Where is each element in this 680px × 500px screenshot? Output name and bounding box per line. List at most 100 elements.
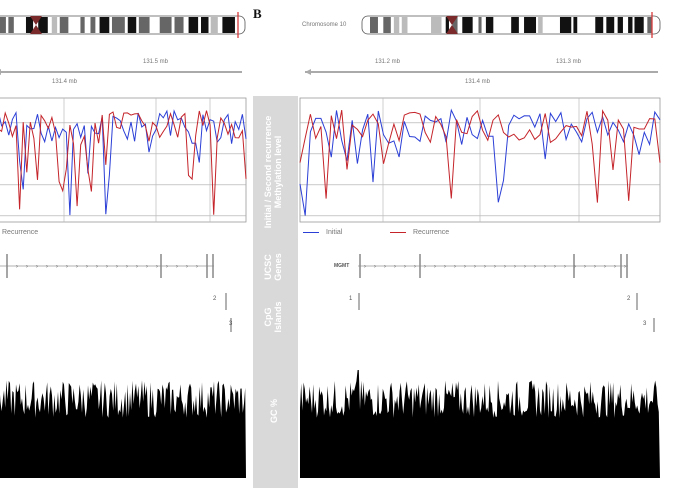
chromosome-right-band [431,17,442,33]
chromosome-left-band [17,17,22,33]
cpg-label-3: 3 [643,321,647,327]
legend-initial: Initial [326,229,343,236]
gene-left-chevron: › [156,264,158,270]
gene-left-chevron: › [36,264,38,270]
chromosome-right-band [499,17,507,33]
gene-left-chevron: › [46,264,48,270]
cpg-label-1: 1 [349,296,353,302]
gene-right-chevron: › [514,264,516,270]
chromosome-right-band [634,17,644,33]
gene-left-chevron: › [76,264,78,270]
gene-right-chevron: › [594,264,596,270]
scale-right-bottom: 131.4 mb [465,79,491,85]
gene-left-chevron: › [16,264,18,270]
gene-right-chevron: › [614,264,616,270]
chromosome-left-band [25,17,34,33]
chromosome-right-band [628,17,633,33]
gene-right-chevron: › [464,264,466,270]
chromosome-right-band [383,17,391,33]
gene-right-chevron: › [364,264,366,270]
chromosome-left-band [159,17,172,33]
cpg-label-2: 2 [627,296,631,302]
gene-right-chevron: › [384,264,386,270]
gene-right-chevron: › [534,264,536,270]
chromosome-right-band [573,17,578,33]
gene-left-chevron: › [146,264,148,270]
gene-right-chevron: › [494,264,496,270]
gc-histogram-left [0,380,246,478]
gc-histogram-right [300,370,660,478]
gene-left-chevron: › [26,264,28,270]
chromosome-right-band [393,17,400,33]
scale-left-top: 131.5 mb [143,59,169,65]
chromosome-left-band [59,17,69,33]
gene-left-chevron: › [196,264,198,270]
chromosome-right-band [412,17,426,33]
gene-left-chevron: › [116,264,118,270]
chromosome-label: Chromosome 10 [302,22,347,28]
chromosome-right-band [485,17,494,33]
gene-left-chevron: › [96,264,98,270]
legend-recurrence: Recurrence [413,229,450,236]
chromosome-right-band [462,17,473,33]
chromosome-left-band [8,17,14,33]
gene-right-chevron: › [474,264,476,270]
gene-right-chevron: › [544,264,546,270]
chromosome-left-band [200,17,209,33]
chromosome-right-band [452,17,458,33]
gene-left-chevron: › [166,264,168,270]
scale-right-a: 131.2 mb [375,59,401,65]
chromosome-right-band [538,17,543,33]
gene-left-chevron: › [136,264,138,270]
gene-left-chevron: › [56,264,58,270]
chromosome-left-band [111,17,125,33]
chromosome-left-band [127,17,137,33]
legend-left-recurrence: Recurrence [2,229,39,236]
scale-left-bottom: 131.4 mb [52,79,78,85]
gene-left-chevron: › [66,264,68,270]
track-label-column [253,96,298,488]
chromosome-right-band [606,17,615,33]
gene-left-chevron: › [126,264,128,270]
chromosome-right-band [617,17,623,33]
methylation-left-recurrence-line [0,110,247,215]
gene-left-chevron: › [176,264,178,270]
cpg-left-label-3: 3 [229,321,233,327]
gene-name: MGMT [334,263,350,269]
chromosome-left-band [222,17,235,33]
chromosome-right-band [524,17,537,33]
gene-right-chevron: › [404,264,406,270]
scale-right-b: 131.3 mb [556,59,582,65]
gene-right-chevron: › [434,264,436,270]
gene-right-chevron: › [454,264,456,270]
chromosome-left-band [51,17,58,33]
chromosome-right-band [478,17,482,33]
gene-right-chevron: › [574,264,576,270]
methylation-right-initial-line [299,108,661,216]
gene-right-chevron: › [554,264,556,270]
gene-left-chevron: › [106,264,108,270]
scale-bar-right-head [305,69,311,75]
legend-initial-swatch [303,232,319,233]
chromosome-left-band [174,17,184,33]
methylation-right-recurrence-line [299,109,661,203]
chromosome-left-band [152,17,157,33]
gene-right-chevron: › [444,264,446,270]
chromosome-right-band [547,17,558,33]
chromosome-right-band [370,17,378,33]
gene-right-chevron: › [424,264,426,270]
gene-left-chevron: › [86,264,88,270]
chromosome-right-band [647,17,652,33]
methylation-left-initial-line [0,109,247,216]
track-label-gc: GC % [269,399,279,424]
gene-right-chevron: › [504,264,506,270]
gene-right-chevron: › [584,264,586,270]
chromosome-right-centromere [446,16,458,34]
track-label-cpg: CpG Islands [263,301,283,333]
chromosome-left-band [0,17,6,33]
gene-right-chevron: › [374,264,376,270]
cpg-left-label-2: 2 [213,296,217,302]
scale-bar-left-head [0,69,1,75]
chromosome-left-band [99,17,110,33]
chromosome-left-band [38,17,48,33]
